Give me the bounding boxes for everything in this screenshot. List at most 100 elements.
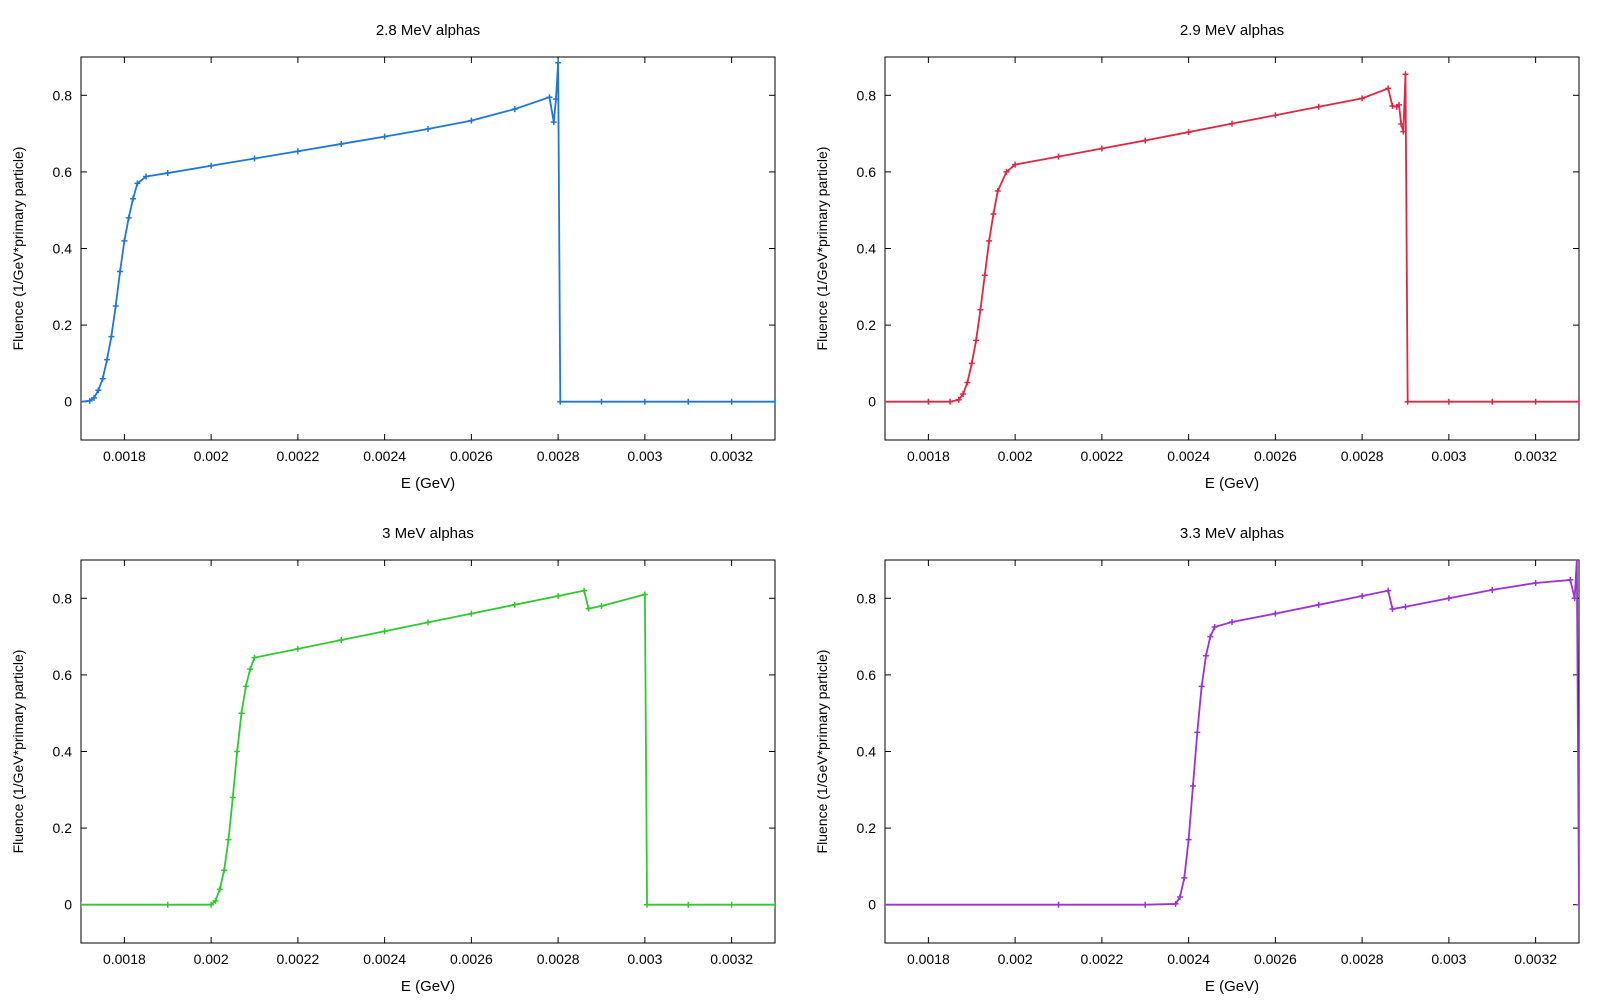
data-point xyxy=(981,272,988,279)
x-tick-label: 0.0024 xyxy=(363,951,406,967)
data-point xyxy=(1181,874,1188,881)
data-point xyxy=(1400,128,1407,135)
y-axis-label: Fluence (1/GeV*primary particle) xyxy=(10,147,26,351)
data-point xyxy=(550,119,557,126)
data-point xyxy=(468,610,475,617)
data-point xyxy=(238,710,245,717)
data-point xyxy=(164,170,171,177)
data-point xyxy=(1315,601,1322,608)
data-point xyxy=(208,901,215,908)
data-point xyxy=(1315,103,1322,110)
y-tick-label: 0.8 xyxy=(53,87,73,103)
data-point xyxy=(925,398,932,405)
data-point xyxy=(1395,101,1402,108)
x-tick-label: 0.002 xyxy=(194,951,229,967)
data-point xyxy=(598,602,605,609)
x-axis-label: E (GeV) xyxy=(401,978,455,995)
x-tick-label: 0.0026 xyxy=(1254,951,1297,967)
data-point xyxy=(947,398,954,405)
data-point xyxy=(511,601,518,608)
data-point xyxy=(117,268,124,275)
data-point xyxy=(251,654,258,661)
plot-frame xyxy=(884,56,1580,441)
data-point xyxy=(641,591,648,598)
data-point xyxy=(598,398,605,405)
data-point xyxy=(1229,120,1235,127)
data-point xyxy=(555,593,562,600)
x-tick-label: 0.0032 xyxy=(710,951,753,967)
data-point xyxy=(1532,398,1539,405)
data-point xyxy=(1055,901,1062,908)
data-point xyxy=(964,379,971,386)
data-point xyxy=(121,237,128,244)
plot-frame xyxy=(884,559,1580,944)
y-tick-label: 0.8 xyxy=(857,590,877,606)
data-point xyxy=(973,337,980,344)
y-tick-label: 0.4 xyxy=(53,744,73,760)
y-tick-label: 0.2 xyxy=(857,820,877,836)
y-tick-label: 0.2 xyxy=(53,317,73,333)
data-point xyxy=(143,173,150,180)
data-point xyxy=(1402,603,1409,610)
data-point xyxy=(1389,103,1396,110)
data-point xyxy=(81,901,84,908)
x-tick-label: 0.0032 xyxy=(1514,951,1557,967)
data-point xyxy=(1445,595,1452,602)
data-point xyxy=(381,133,388,140)
data-point xyxy=(108,333,115,340)
y-tick-label: 0.2 xyxy=(53,820,73,836)
data-point xyxy=(1198,683,1205,690)
data-point xyxy=(468,117,475,124)
data-point xyxy=(91,394,98,401)
data-point xyxy=(1202,652,1209,659)
data-point xyxy=(86,397,93,404)
data-point xyxy=(112,302,119,309)
x-tick-label: 0.002 xyxy=(194,448,229,464)
chart-panel-4: 3.3 MeV alphas 0.0018 0.002 0.0022 0.0024 0.0… xyxy=(814,525,1580,995)
data-point xyxy=(685,901,692,908)
x-tick-label: 0.003 xyxy=(627,448,662,464)
x-tick-label: 0.0018 xyxy=(907,448,950,464)
x-tick-label: 0.0028 xyxy=(1341,951,1384,967)
y-tick-label: 0.6 xyxy=(53,667,73,683)
data-point xyxy=(208,162,215,169)
data-point xyxy=(581,587,588,594)
data-point xyxy=(1359,95,1366,102)
data-point xyxy=(1385,587,1392,594)
chart-title: 3 MeV alphas xyxy=(382,525,474,542)
data-point xyxy=(1402,71,1409,78)
y-tick-label: 0 xyxy=(868,897,876,913)
data-point xyxy=(1445,398,1452,405)
x-tick-label: 0.0018 xyxy=(103,448,146,464)
x-tick-label: 0.0032 xyxy=(1514,448,1557,464)
data-point xyxy=(125,214,132,221)
data-point xyxy=(977,306,984,313)
x-tick-label: 0.0028 xyxy=(1341,448,1384,464)
y-tick-label: 0 xyxy=(64,394,72,410)
x-tick-label: 0.003 xyxy=(1431,448,1466,464)
data-point xyxy=(585,605,592,612)
data-point xyxy=(1272,610,1279,617)
x-axis-label: E (GeV) xyxy=(1205,475,1259,492)
data-point xyxy=(1272,112,1279,119)
x-tick-label: 0.0028 xyxy=(537,448,580,464)
data-point xyxy=(555,59,562,66)
data-point xyxy=(216,886,223,893)
data-point xyxy=(1489,398,1496,405)
y-axis-label: Fluence (1/GeV*primary particle) xyxy=(10,650,26,854)
x-tick-label: 0.0022 xyxy=(276,448,319,464)
data-point xyxy=(511,106,518,113)
data-point xyxy=(644,901,651,908)
chart-panel-3: 3 MeV alphas 0.0018 0.002 0.0022 0.0024 0.002… xyxy=(10,525,776,995)
data-point xyxy=(728,901,735,908)
data-point xyxy=(425,126,431,133)
data-point xyxy=(990,211,997,218)
x-tick-label: 0.0032 xyxy=(710,448,753,464)
data-point xyxy=(99,375,106,382)
y-tick-label: 0.4 xyxy=(857,744,877,760)
data-point xyxy=(247,666,254,673)
x-tick-label: 0.0018 xyxy=(907,951,950,967)
series-line xyxy=(81,62,775,403)
x-axis-label: E (GeV) xyxy=(1205,978,1259,995)
data-point xyxy=(1142,137,1149,144)
